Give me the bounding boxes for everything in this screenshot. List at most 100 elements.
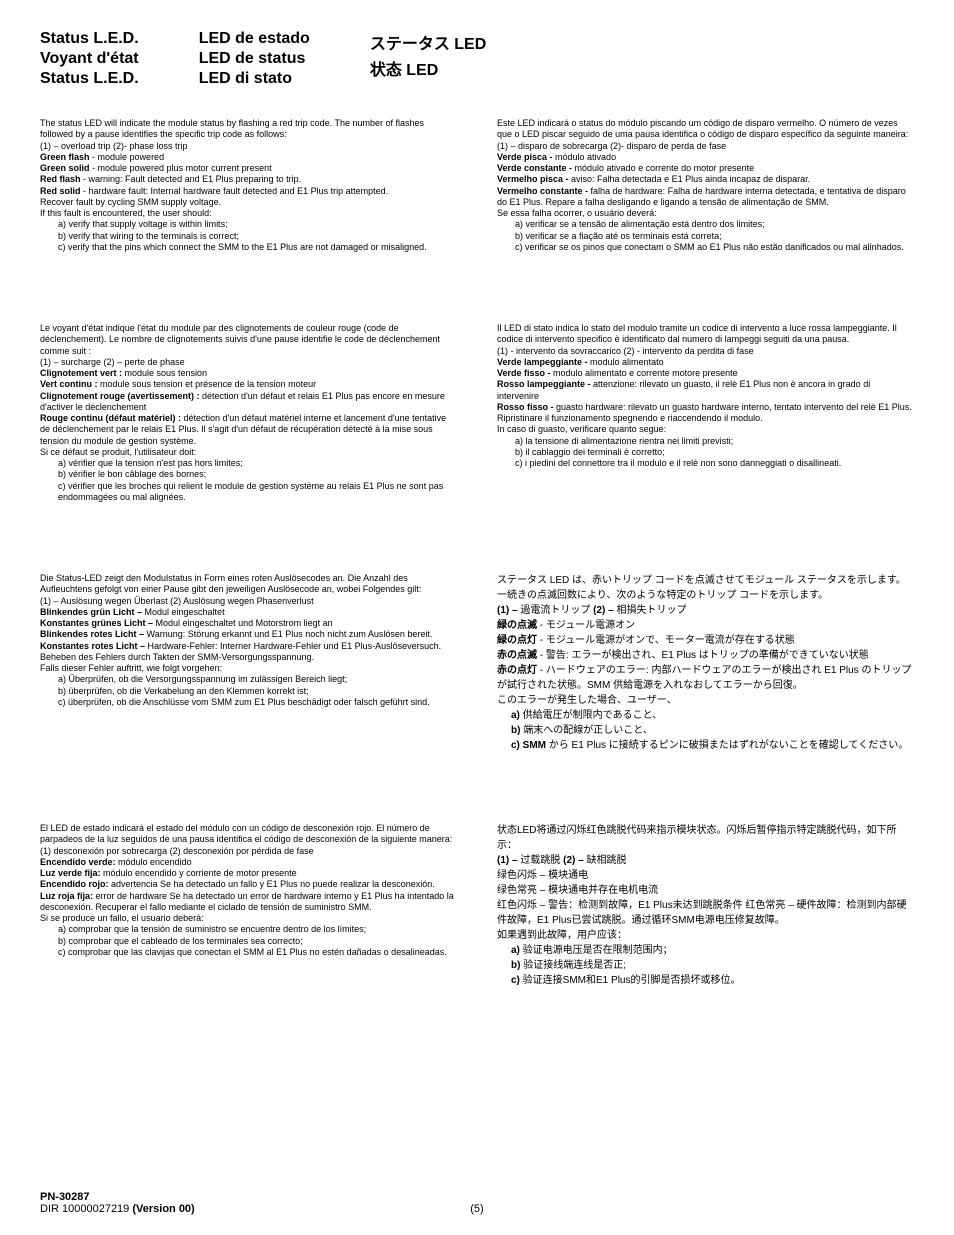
es-c: c) comprobar que las clavijas que conect… [40, 947, 457, 958]
fr-a: a) vérifier que la tension n'est pas hor… [40, 458, 457, 469]
es-gflash: Encendido verde: módulo encendido [40, 857, 457, 868]
es-b: b) comprobar que el cableado de los term… [40, 936, 457, 947]
es-ifline: Si se produce un fallo, el usuario deber… [40, 913, 457, 924]
fr-ifline: Si ce défaut se produit, l'utilisateur d… [40, 447, 457, 458]
pt-intro: Este LED indicará o status do módulo pis… [497, 118, 914, 141]
it-codes: (1) - intervento da sovraccarico (2) - i… [497, 346, 914, 357]
en-c: c) verify that the pins which connect th… [40, 242, 457, 253]
de-rsolid: Konstantes rotes Licht – Hardware-Fehler… [40, 641, 457, 652]
block-it: Il LED di stato indica lo stato del modu… [497, 323, 914, 503]
title-zh: 状态 LED [370, 56, 486, 80]
fr-gflash: Clignotement vert : module sous tension [40, 368, 457, 379]
title-ja: ステータス LED [370, 30, 486, 54]
en-intro: The status LED will indicate the module … [40, 118, 457, 141]
ja-rsolid: 赤の点灯 - ハードウェアのエラー: 内部ハードウェアのエラーが検出され E1 … [497, 663, 914, 693]
ja-ifline: このエラーが発生した場合、ユーザー、 [497, 693, 914, 708]
pt-gsolid: Verde constante - módulo ativado e corre… [497, 163, 914, 174]
de-c: c) überprüfen, ob die Anschlüsse vom SMM… [40, 697, 457, 708]
block-en: The status LED will indicate the module … [40, 118, 457, 253]
pt-a: a) verificar se a tensão de alimentação … [497, 219, 914, 230]
fr-codes: (1) – surcharge (2) – perte de phase [40, 357, 457, 368]
zh-gflash: 绿色闪烁 – 模块通电 [497, 868, 914, 883]
pt-gflash: Verde pisca - módulo ativado [497, 152, 914, 163]
de-gflash: Blinkendes grün Licht – Modul eingeschal… [40, 607, 457, 618]
block-de: Die Status-LED zeigt den Modulstatus in … [40, 573, 457, 753]
de-a: a) Überprüfen, ob die Versorgungsspannun… [40, 674, 457, 685]
de-intro: Die Status-LED zeigt den Modulstatus in … [40, 573, 457, 596]
zh-c: c) 验证连接SMM和E1 Plus的引脚是否损坏或移位。 [497, 973, 914, 988]
block-ja: ステータス LED は、赤いトリップ コードを点滅させてモジュール ステータスを… [497, 573, 914, 753]
ja-c: c) SMM から E1 Plus に接続するピンに破損またはずれがないことを確… [497, 738, 914, 753]
es-a: a) comprobar que la tensión de suministr… [40, 924, 457, 935]
footer-pn: PN-30287 [40, 1191, 914, 1203]
fr-rflash: Clignotement rouge (avertissement) : dét… [40, 391, 457, 414]
block-pt: Este LED indicará o status do módulo pis… [497, 118, 914, 253]
ja-rflash: 赤の点滅 - 警告: エラーが検出され、E1 Plus はトリップの準備ができて… [497, 648, 914, 663]
de-codes: (1) – Auslösung wegen Überlast (2) Auslö… [40, 596, 457, 607]
en-rflash: Red flash - warning: Fault detected and … [40, 174, 457, 185]
en-recover: Recover fault by cycling SMM supply volt… [40, 197, 457, 208]
title-fr: Voyant d'état [40, 50, 139, 68]
block-es: El LED de estado indicará el estado del … [40, 823, 457, 988]
fr-gsolid: Vert continu : module sous tension et pr… [40, 379, 457, 390]
ja-b: b) 端末への配線が正しいこと、 [497, 723, 914, 738]
en-gflash: Green flash - module powered [40, 152, 457, 163]
header-col-3: ステータス LED 状态 LED [370, 30, 486, 88]
zh-codes: (1) – 过载跳脱 (2) – 缺相跳脱 [497, 853, 914, 868]
it-c: c) i piedini del connettore tra il modul… [497, 458, 914, 469]
pt-ifline: Se essa falha ocorrer, o usuário deverá: [497, 208, 914, 219]
it-gflash: Verde lampeggiante - modulo alimentato [497, 357, 914, 368]
es-rsolid: Luz roja fija: error de hardware Se ha d… [40, 891, 457, 914]
en-a: a) verify that supply voltage is within … [40, 219, 457, 230]
de-recover: Beheben des Fehlers durch Takten der SMM… [40, 652, 457, 663]
it-a: a) la tensione di alimentazione rientra … [497, 436, 914, 447]
en-codes: (1) – overload trip (2)- phase loss trip [40, 141, 457, 152]
pt-codes: (1) – disparo de sobrecarga (2)- disparo… [497, 141, 914, 152]
pt-c: c) verificar se os pinos que conectam o … [497, 242, 914, 253]
ja-gflash: 緑の点滅 - モジュール電源オン [497, 618, 914, 633]
it-rflash: Rosso lampeggiante - attenzione: rilevat… [497, 379, 914, 402]
header-col-2: LED de estado LED de status LED di stato [199, 30, 310, 88]
pt-rsolid: Vermelho constante - falha de hardware: … [497, 186, 914, 209]
it-rsolid: Rosso fisso - guasto hardware: rilevato … [497, 402, 914, 425]
it-intro: Il LED di stato indica lo stato del modu… [497, 323, 914, 346]
footer: PN-30287 DIR 10000027219 (Version 00) (5… [40, 1191, 914, 1215]
en-b: b) verify that wiring to the terminals i… [40, 231, 457, 242]
title-it: LED di stato [199, 70, 310, 88]
fr-c: c) vérifier que les broches qui relient … [40, 481, 457, 504]
zh-gsolid: 绿色常亮 – 模块通电并存在电机电流 [497, 883, 914, 898]
en-rsolid: Red solid - hardware fault: Internal har… [40, 186, 457, 197]
ja-a: a) 供給電圧が制限内であること、 [497, 708, 914, 723]
pt-rflash: Vermelho pisca - aviso: Falha detectada … [497, 174, 914, 185]
it-b: b) il cablaggio dei terminali è corretto… [497, 447, 914, 458]
title-en: Status L.E.D. [40, 30, 139, 48]
fr-rsolid: Rouge continu (défaut matériel) : détect… [40, 413, 457, 447]
title-es: LED de estado [199, 30, 310, 48]
footer-version: (Version 00) [132, 1203, 194, 1215]
block-zh: 状态LED将通过闪烁红色跳脱代码来指示模块状态。闪烁后暂停指示特定跳脱代码，如下… [497, 823, 914, 988]
de-rflash: Blinkendes rotes Licht – Warnung: Störun… [40, 629, 457, 640]
zh-ifline: 如果遇到此故障，用户应该： [497, 928, 914, 943]
de-b: b) überprüfen, ob die Verkabelung an den… [40, 686, 457, 697]
de-gsolid: Konstantes grünes Licht – Modul eingesch… [40, 618, 457, 629]
ja-codes: (1) – 過電流トリップ (2) – 相損失トリップ [497, 603, 914, 618]
title-de: Status L.E.D. [40, 70, 139, 88]
es-intro: El LED de estado indicará el estado del … [40, 823, 457, 846]
pt-b: b) verificar se a fiação até os terminai… [497, 231, 914, 242]
zh-b: b) 验证接线端连线是否正; [497, 958, 914, 973]
it-gsolid: Verde fisso - modulo alimentato e corren… [497, 368, 914, 379]
es-gsolid: Luz verde fija: módulo encendido y corri… [40, 868, 457, 879]
block-fr: Le voyant d'état indique l'état du modul… [40, 323, 457, 503]
footer-dir: DIR 10000027219 [40, 1203, 132, 1215]
fr-intro: Le voyant d'état indique l'état du modul… [40, 323, 457, 357]
en-gsolid: Green solid - module powered plus motor … [40, 163, 457, 174]
content-grid: The status LED will indicate the module … [40, 118, 914, 988]
fr-b: b) vérifier le bon câblage des bornes; [40, 469, 457, 480]
es-rflash: Encendido rojo: advertencia Se ha detect… [40, 879, 457, 890]
title-pt: LED de status [199, 50, 310, 68]
es-codes: (1) desconexión por sobrecarga (2) desco… [40, 846, 457, 857]
ja-intro: ステータス LED は、赤いトリップ コードを点滅させてモジュール ステータスを… [497, 573, 914, 603]
zh-rline: 红色闪烁 – 警告：检测到故障，E1 Plus未达到跳脱条件 红色常亮 – 硬件… [497, 898, 914, 928]
header-col-1: Status L.E.D. Voyant d'état Status L.E.D… [40, 30, 139, 88]
header-titles: Status L.E.D. Voyant d'état Status L.E.D… [40, 30, 914, 88]
